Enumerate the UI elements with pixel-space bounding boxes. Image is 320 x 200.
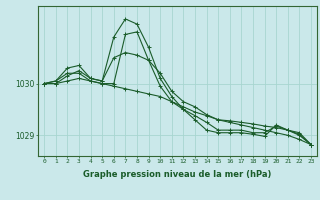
X-axis label: Graphe pression niveau de la mer (hPa): Graphe pression niveau de la mer (hPa) [84,170,272,179]
